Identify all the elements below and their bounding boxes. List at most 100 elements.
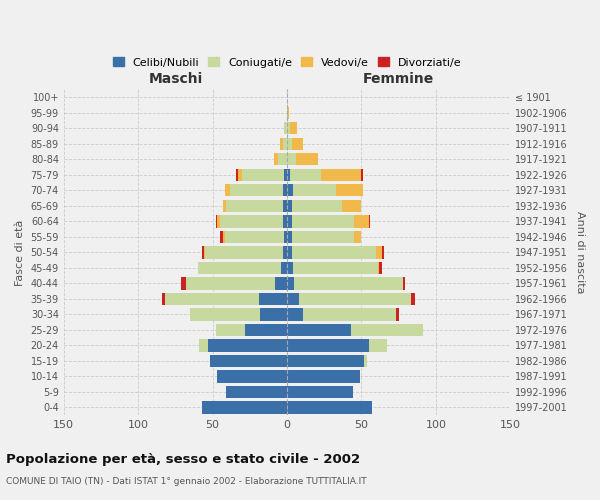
Bar [215,324,245,336]
Bar [190,308,260,320]
Bar [292,138,304,150]
Bar [283,184,287,196]
Bar [293,262,378,274]
Bar [202,246,204,258]
Bar [364,354,367,367]
Bar [293,184,336,196]
Bar [361,168,363,181]
Bar [217,215,220,228]
Bar [283,138,287,150]
Bar [284,230,287,243]
Bar [275,277,287,289]
Bar [280,138,283,150]
Bar [292,246,376,258]
Bar [274,153,278,166]
Bar [336,184,363,196]
Bar [209,354,287,367]
Bar [217,370,287,382]
Bar [165,292,259,305]
Bar [382,246,384,258]
Bar [321,168,361,181]
Bar [226,200,283,212]
Bar [198,262,281,274]
Bar [242,168,284,181]
Bar [204,246,205,258]
Bar [186,277,275,289]
Bar [215,215,217,228]
Bar [290,122,298,134]
Bar [396,308,398,320]
Bar [281,262,287,274]
Bar [369,339,387,351]
Bar [287,339,369,351]
Bar [376,246,382,258]
Bar [162,292,165,305]
Bar [202,401,287,413]
Bar [223,230,224,243]
Bar [284,168,287,181]
Bar [220,215,283,228]
Bar [369,215,370,228]
Bar [230,184,283,196]
Bar [287,292,299,305]
Bar [287,324,351,336]
Bar [342,200,361,212]
Bar [287,230,292,243]
Bar [220,230,223,243]
Bar [287,200,292,212]
Text: Maschi: Maschi [148,72,203,86]
Bar [287,354,364,367]
Bar [224,230,284,243]
Bar [292,215,354,228]
Bar [287,370,360,382]
Bar [287,246,292,258]
Text: Femmine: Femmine [363,72,434,86]
Bar [354,215,369,228]
Bar [236,168,238,181]
Text: COMUNE DI TAIO (TN) - Dati ISTAT 1° gennaio 2002 - Elaborazione TUTTITALIA.IT: COMUNE DI TAIO (TN) - Dati ISTAT 1° genn… [6,478,367,486]
Bar [296,153,319,166]
Legend: Celibi/Nubili, Coniugati/e, Vedovi/e, Divorziati/e: Celibi/Nubili, Coniugati/e, Vedovi/e, Di… [108,52,466,72]
Bar [379,262,382,274]
Bar [287,153,296,166]
Bar [224,184,230,196]
Bar [287,106,289,119]
Bar [283,200,287,212]
Bar [287,386,353,398]
Bar [205,246,283,258]
Bar [259,292,287,305]
Bar [378,262,379,274]
Bar [290,168,321,181]
Bar [283,246,287,258]
Bar [278,153,287,166]
Bar [292,230,354,243]
Bar [304,308,396,320]
Bar [287,262,293,274]
Bar [260,308,287,320]
Bar [292,200,342,212]
Bar [283,215,287,228]
Bar [287,138,292,150]
Bar [287,184,293,196]
Bar [287,401,372,413]
Bar [245,324,287,336]
Bar [287,308,304,320]
Bar [287,277,295,289]
Bar [226,386,287,398]
Y-axis label: Fasce di età: Fasce di età [15,219,25,286]
Bar [295,277,403,289]
Bar [299,292,410,305]
Y-axis label: Anni di nascita: Anni di nascita [575,211,585,294]
Bar [403,277,404,289]
Bar [208,339,287,351]
Bar [287,122,290,134]
Bar [284,122,287,134]
Text: Popolazione per età, sesso e stato civile - 2002: Popolazione per età, sesso e stato civil… [6,452,360,466]
Bar [287,215,292,228]
Bar [351,324,422,336]
Bar [287,168,290,181]
Bar [238,168,242,181]
Bar [223,200,226,212]
Bar [181,277,186,289]
Bar [410,292,415,305]
